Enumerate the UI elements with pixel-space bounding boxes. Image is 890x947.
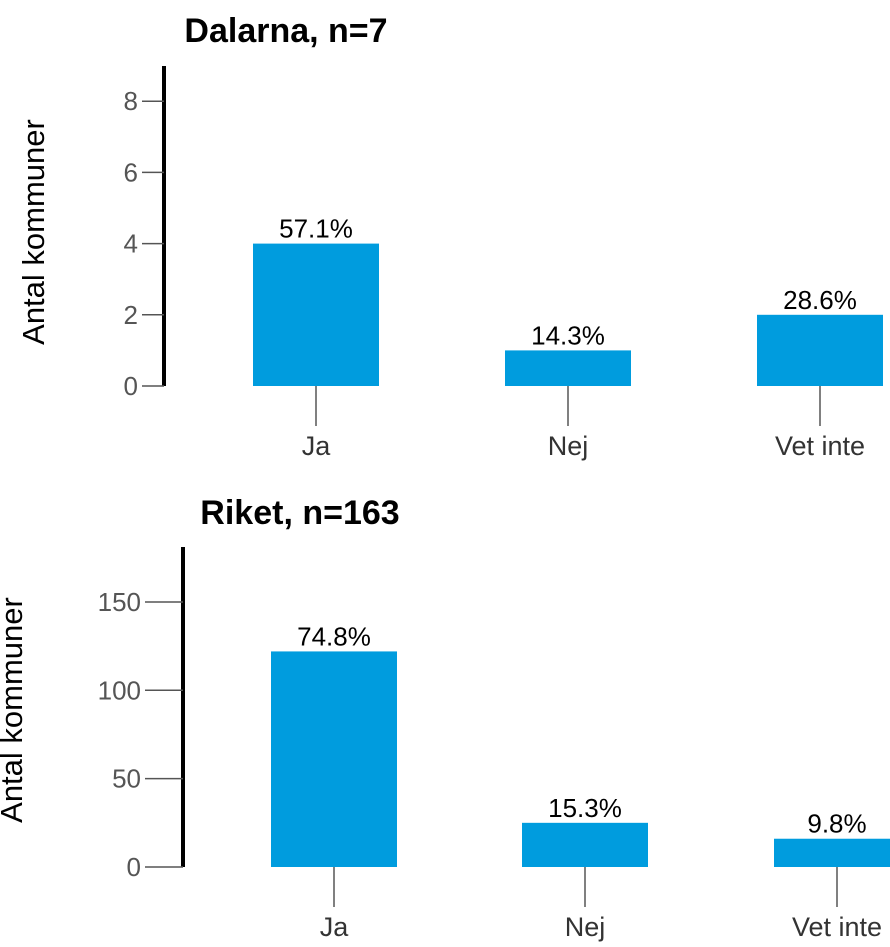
bar-vet-inte [757,314,883,386]
chart-panel-riket: Riket, n=163 Antal kommuner 0 50 100 150 74.… [0,494,890,942]
y-tick-label: 150 [98,587,141,617]
bar-ja [253,243,379,386]
y-tick-label: 2 [124,300,138,330]
x-tick-label: Ja [320,912,350,942]
x-tick-label: Nej [548,431,589,461]
data-label: 15.3% [548,793,622,823]
y-axis-label: Antal kommuner [0,597,29,823]
x-tick-label: Vet inte [775,431,865,461]
y-tick-label: 0 [124,371,138,401]
chart-title: Dalarna, n=7 [184,12,387,50]
data-label: 14.3% [531,320,605,350]
data-label: 74.8% [297,621,371,651]
bar-vet-inte [774,838,890,867]
chart-panel-dalarna: Dalarna, n=7 Antal kommuner 0 2 4 6 8 57.1% Ja… [16,12,883,461]
data-label: 57.1% [279,214,353,244]
y-tick-label: 100 [98,675,141,705]
bar-ja [271,651,397,867]
x-tick-label: Nej [565,912,606,942]
bar-nej [505,350,631,386]
x-tick-label: Ja [302,431,332,461]
y-axis-label: Antal kommuner [16,119,51,345]
y-tick-label: 4 [124,229,138,259]
y-tick-label: 50 [112,764,141,794]
data-label: 9.8% [807,809,866,839]
bar-nej [522,822,648,867]
y-tick-label: 0 [127,852,141,882]
x-tick-label: Vet inte [792,912,882,942]
y-tick-label: 8 [124,86,138,116]
data-label: 28.6% [783,285,857,315]
chart-title: Riket, n=163 [200,494,399,532]
y-tick-label: 6 [124,157,138,187]
